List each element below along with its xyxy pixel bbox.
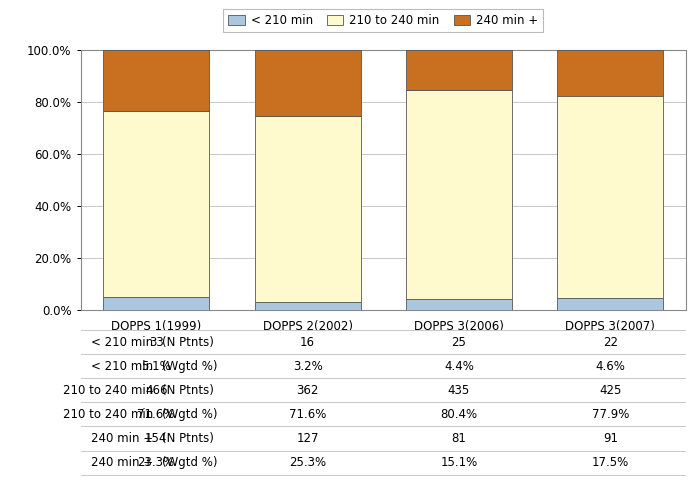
Bar (103, 50, 209, 110)
Text: < 210 min: < 210 min (91, 336, 153, 348)
Text: (N Ptnts): (N Ptnts) (162, 384, 214, 397)
Text: (N Ptnts): (N Ptnts) (162, 336, 214, 348)
Text: 25: 25 (452, 336, 466, 348)
Text: 33: 33 (149, 336, 164, 348)
Text: 425: 425 (599, 384, 622, 397)
Text: 210 to 240 min: 210 to 240 min (63, 384, 153, 397)
Text: 71.6%: 71.6% (137, 408, 175, 421)
Text: 16: 16 (300, 336, 315, 348)
Text: 4.6%: 4.6% (596, 360, 625, 372)
Text: 154: 154 (145, 432, 167, 445)
Bar (557, 96, 664, 298)
Text: 210 to 240 min: 210 to 240 min (63, 408, 153, 421)
Text: 15.1%: 15.1% (440, 456, 477, 469)
Bar (103, 110, 209, 296)
Text: (Wgtd %): (Wgtd %) (162, 456, 218, 469)
Text: 240 min +: 240 min + (91, 432, 153, 445)
Text: 17.5%: 17.5% (592, 456, 629, 469)
Text: 80.4%: 80.4% (440, 408, 477, 421)
Text: 81: 81 (452, 432, 466, 445)
Bar (406, 50, 512, 90)
Text: (Wgtd %): (Wgtd %) (162, 360, 218, 372)
Bar (255, 50, 360, 116)
Bar (255, 302, 360, 310)
Text: 25.3%: 25.3% (289, 456, 326, 469)
Bar (406, 298, 512, 310)
Text: 77.9%: 77.9% (592, 408, 629, 421)
Text: 23.3%: 23.3% (138, 456, 175, 469)
Text: < 210 min: < 210 min (91, 360, 153, 372)
Text: (N Ptnts): (N Ptnts) (162, 432, 214, 445)
Bar (557, 298, 664, 310)
Text: 466: 466 (145, 384, 167, 397)
Text: (Wgtd %): (Wgtd %) (162, 408, 218, 421)
Text: 3.2%: 3.2% (293, 360, 323, 372)
Bar (406, 90, 512, 298)
Bar (255, 116, 360, 302)
Text: 240 min +: 240 min + (91, 456, 153, 469)
Text: 5.1%: 5.1% (141, 360, 171, 372)
Legend: < 210 min, 210 to 240 min, 240 min +: < 210 min, 210 to 240 min, 240 min + (223, 9, 543, 32)
Bar (103, 296, 209, 310)
Text: 22: 22 (603, 336, 618, 348)
Text: 435: 435 (448, 384, 470, 397)
Text: 71.6%: 71.6% (289, 408, 326, 421)
Text: 127: 127 (296, 432, 318, 445)
Text: 91: 91 (603, 432, 618, 445)
Bar (557, 50, 664, 96)
Text: 362: 362 (296, 384, 318, 397)
Text: 4.4%: 4.4% (444, 360, 474, 372)
